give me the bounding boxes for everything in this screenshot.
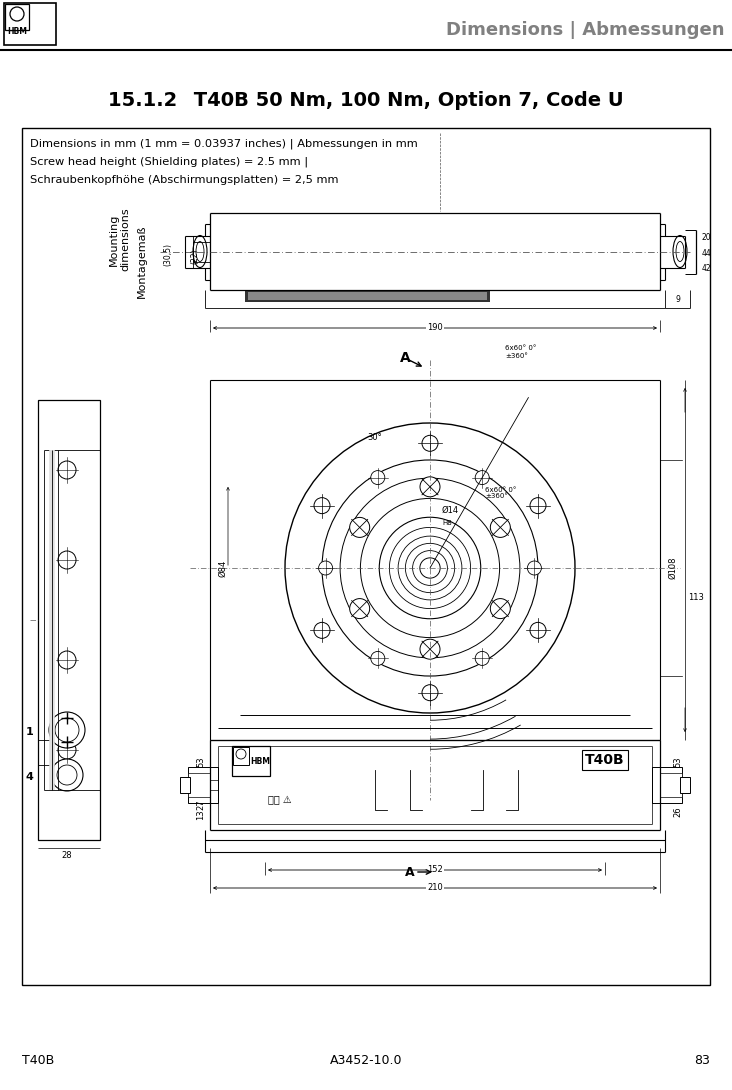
Bar — [660, 773, 682, 797]
Circle shape — [57, 765, 77, 785]
Circle shape — [490, 598, 510, 619]
Text: 210: 210 — [427, 884, 443, 893]
Circle shape — [58, 552, 76, 569]
Text: 6x60° 0°
±360°: 6x60° 0° ±360° — [485, 486, 516, 499]
Circle shape — [527, 561, 542, 576]
Bar — [188, 767, 218, 803]
Text: 44: 44 — [702, 249, 712, 258]
Text: 53: 53 — [673, 756, 682, 767]
Bar — [652, 767, 682, 803]
Text: 6x60° 0°
±360°: 6x60° 0° ±360° — [505, 346, 537, 359]
Circle shape — [360, 498, 500, 638]
Bar — [188, 773, 210, 797]
Text: A3452-10.0: A3452-10.0 — [329, 1054, 403, 1066]
Text: Dimensions in mm (1 mm = 0.03937 inches) | Abmessungen in mm: Dimensions in mm (1 mm = 0.03937 inches)… — [30, 138, 418, 149]
Text: (30,5): (30,5) — [163, 243, 173, 266]
Circle shape — [350, 518, 370, 537]
Text: (22): (22) — [190, 249, 200, 264]
Text: A: A — [406, 865, 415, 879]
Ellipse shape — [673, 235, 687, 267]
Circle shape — [318, 561, 332, 576]
Text: T40B: T40B — [585, 753, 625, 767]
Text: Dimensions | Abmessungen: Dimensions | Abmessungen — [447, 21, 725, 39]
Circle shape — [350, 598, 370, 619]
Text: 15.1.2  T40B 50 Nm, 100 Nm, Option 7, Code U: 15.1.2 T40B 50 Nm, 100 Nm, Option 7, Cod… — [108, 90, 624, 109]
Circle shape — [58, 461, 76, 479]
Text: 83: 83 — [694, 1054, 710, 1066]
Circle shape — [413, 550, 447, 585]
Circle shape — [314, 622, 330, 639]
Circle shape — [530, 622, 546, 639]
Bar — [680, 777, 690, 794]
Circle shape — [340, 479, 520, 658]
Text: 1: 1 — [25, 727, 33, 737]
Circle shape — [322, 460, 538, 676]
Text: 42: 42 — [702, 264, 712, 272]
Text: 30°: 30° — [367, 434, 382, 443]
Text: 53: 53 — [196, 756, 205, 767]
Ellipse shape — [196, 242, 204, 262]
Text: HBM: HBM — [250, 758, 270, 766]
Circle shape — [49, 712, 85, 748]
Circle shape — [406, 543, 455, 593]
Text: 13: 13 — [196, 810, 205, 821]
Circle shape — [58, 651, 76, 669]
Text: Schraubenkopfhöhe (Abschirmungsplatten) = 2,5 mm: Schraubenkopfhöhe (Abschirmungsplatten) … — [30, 175, 338, 185]
Bar — [245, 290, 490, 302]
Text: Ø84: Ø84 — [218, 559, 227, 577]
Circle shape — [420, 558, 440, 578]
Bar — [233, 747, 249, 765]
Text: A: A — [400, 351, 411, 365]
Circle shape — [371, 652, 385, 665]
Bar — [232, 746, 270, 776]
Bar — [248, 292, 487, 300]
Text: 190: 190 — [427, 324, 443, 332]
Text: Screw head height (Shielding plates) = 2.5 mm |: Screw head height (Shielding plates) = 2… — [30, 157, 308, 167]
Bar — [5, 4, 29, 31]
Text: 27: 27 — [196, 800, 205, 810]
Circle shape — [379, 518, 481, 619]
Circle shape — [389, 528, 471, 608]
Text: Mounting
dimensions: Mounting dimensions — [109, 208, 131, 271]
Text: HBM: HBM — [7, 27, 27, 36]
Text: 4: 4 — [25, 772, 33, 782]
Circle shape — [51, 759, 83, 791]
Bar — [38, 400, 100, 840]
Text: Ø108: Ø108 — [668, 557, 677, 579]
Circle shape — [398, 536, 462, 600]
Circle shape — [420, 639, 440, 659]
Circle shape — [530, 498, 546, 513]
Text: 28: 28 — [61, 850, 72, 860]
Text: 20: 20 — [702, 233, 712, 242]
Ellipse shape — [676, 242, 684, 262]
Circle shape — [422, 435, 438, 451]
Circle shape — [10, 7, 24, 21]
Circle shape — [236, 749, 246, 759]
Ellipse shape — [193, 235, 207, 267]
Circle shape — [285, 423, 575, 713]
Text: 26: 26 — [673, 807, 682, 818]
Circle shape — [420, 476, 440, 497]
Bar — [4, 3, 56, 45]
Circle shape — [55, 718, 79, 742]
Bar — [180, 777, 190, 794]
Circle shape — [314, 498, 330, 513]
Circle shape — [371, 471, 385, 485]
Circle shape — [475, 652, 489, 665]
Bar — [22, 128, 710, 985]
Text: Ø14: Ø14 — [442, 506, 459, 514]
Text: T40B: T40B — [22, 1054, 54, 1066]
Text: Montagemaß: Montagemaß — [137, 225, 147, 299]
Circle shape — [490, 518, 510, 537]
Circle shape — [58, 741, 76, 759]
Text: 113: 113 — [688, 593, 704, 603]
Circle shape — [475, 471, 489, 485]
Text: 9: 9 — [676, 295, 681, 304]
Text: ⒸⒺ ⚠: ⒸⒺ ⚠ — [268, 795, 292, 806]
Circle shape — [422, 685, 438, 701]
Text: 152: 152 — [427, 865, 443, 874]
Text: H8: H8 — [442, 520, 452, 526]
